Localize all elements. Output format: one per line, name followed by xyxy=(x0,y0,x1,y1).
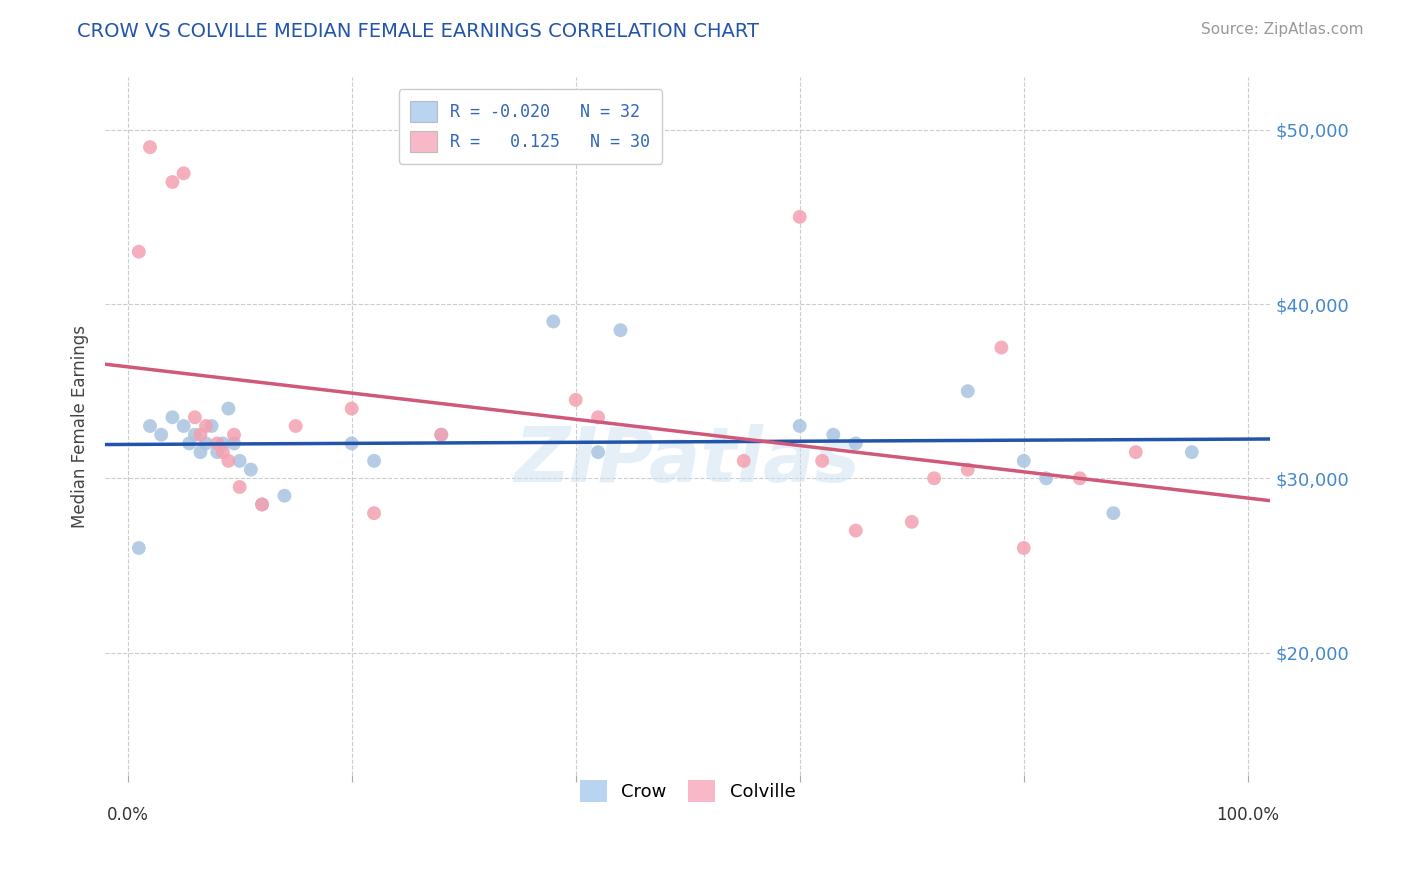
Point xyxy=(217,454,239,468)
Point xyxy=(1102,506,1125,520)
Point xyxy=(150,427,173,442)
Point xyxy=(250,498,273,512)
Point xyxy=(195,436,218,450)
Point xyxy=(900,515,922,529)
Point xyxy=(211,445,233,459)
Point xyxy=(586,410,609,425)
Point xyxy=(1035,471,1057,485)
Text: 100.0%: 100.0% xyxy=(1216,806,1279,824)
Point xyxy=(586,445,609,459)
Legend: R = -0.020   N = 32, R =   0.125   N = 30: R = -0.020 N = 32, R = 0.125 N = 30 xyxy=(399,89,662,164)
Text: Source: ZipAtlas.com: Source: ZipAtlas.com xyxy=(1201,22,1364,37)
Point xyxy=(1125,445,1147,459)
Point xyxy=(128,541,150,555)
Point xyxy=(1012,454,1035,468)
Point xyxy=(284,419,307,434)
Point xyxy=(273,489,295,503)
Point xyxy=(363,454,385,468)
Point xyxy=(162,410,184,425)
Point xyxy=(217,401,239,416)
Point xyxy=(564,392,586,407)
Point xyxy=(1069,471,1091,485)
Point xyxy=(543,314,565,328)
Point xyxy=(430,427,453,442)
Point xyxy=(139,419,162,434)
Point xyxy=(1181,445,1204,459)
Point xyxy=(823,427,845,442)
Point xyxy=(733,454,755,468)
Point xyxy=(184,427,207,442)
Point xyxy=(811,454,834,468)
Point xyxy=(190,427,212,442)
Point xyxy=(340,436,363,450)
Text: 0.0%: 0.0% xyxy=(107,806,149,824)
Point xyxy=(845,524,868,538)
Point xyxy=(609,323,631,337)
Point xyxy=(340,401,363,416)
Point xyxy=(250,498,273,512)
Point xyxy=(184,410,207,425)
Text: ZIPatlas: ZIPatlas xyxy=(515,424,860,498)
Point xyxy=(211,436,233,450)
Point xyxy=(363,506,385,520)
Point xyxy=(239,462,262,476)
Point xyxy=(195,419,218,434)
Point xyxy=(222,436,245,450)
Point xyxy=(956,462,979,476)
Y-axis label: Median Female Earnings: Median Female Earnings xyxy=(72,325,89,527)
Point xyxy=(207,436,229,450)
Point xyxy=(162,175,184,189)
Point xyxy=(173,419,195,434)
Point xyxy=(956,384,979,399)
Point xyxy=(228,454,250,468)
Point xyxy=(173,166,195,180)
Point xyxy=(430,427,453,442)
Point xyxy=(190,445,212,459)
Text: CROW VS COLVILLE MEDIAN FEMALE EARNINGS CORRELATION CHART: CROW VS COLVILLE MEDIAN FEMALE EARNINGS … xyxy=(77,22,759,41)
Point xyxy=(789,419,811,434)
Point xyxy=(990,341,1012,355)
Point xyxy=(222,427,245,442)
Point xyxy=(207,445,229,459)
Point xyxy=(201,419,224,434)
Point xyxy=(789,210,811,224)
Point xyxy=(179,436,201,450)
Point xyxy=(845,436,868,450)
Point xyxy=(228,480,250,494)
Point xyxy=(1012,541,1035,555)
Point xyxy=(139,140,162,154)
Point xyxy=(128,244,150,259)
Point xyxy=(922,471,945,485)
